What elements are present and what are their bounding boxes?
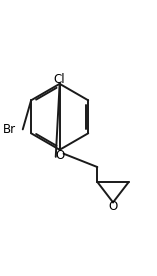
Text: Cl: Cl [54, 73, 65, 86]
Text: O: O [108, 200, 118, 213]
Text: Br: Br [3, 123, 16, 136]
Text: O: O [55, 149, 64, 162]
